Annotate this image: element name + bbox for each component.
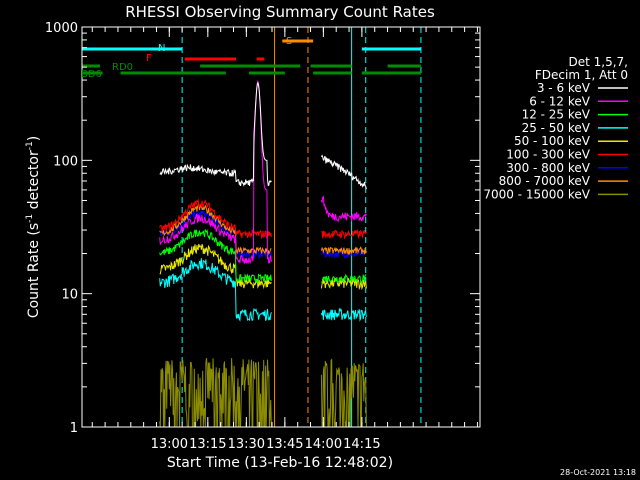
generation-timestamp: 28-Oct-2021 13:18	[560, 468, 636, 477]
x-tick-label-4: 14:00	[305, 437, 342, 452]
x-tick-label-0: 13:00	[151, 437, 188, 452]
x-tick-label-3: 13:45	[266, 437, 303, 452]
chart-title: RHESSI Observing Summary Count Rates	[125, 3, 435, 21]
y-tick-label-3: 1	[70, 421, 78, 436]
series-line-800-7000keV	[159, 203, 367, 256]
axis-tick-labels: 13:00 13:15 13:30 13:45 14:00 14:15 1000 100 10 1	[45, 21, 381, 452]
legend-label-0: 3 - 6 keV	[537, 81, 591, 95]
legend-label-6: 300 - 800 keV	[506, 161, 590, 175]
y-tick-label-2: 10	[61, 288, 78, 303]
y-axis-label: Count Rate (s-1 detector-1)	[25, 136, 42, 318]
x-axis-label: Start Time (13-Feb-16 12:48:02)	[167, 455, 393, 471]
x-tick-label-1: 13:15	[189, 437, 226, 452]
legend-label-8: 7000 - 15000 keV	[483, 187, 590, 201]
x-tick-label-5: 14:15	[343, 437, 380, 452]
legend-header-line-1: Det 1,5,7,	[569, 55, 629, 69]
flag-label-F: F	[146, 53, 152, 64]
legend-label-5: 100 - 300 keV	[506, 148, 590, 162]
legend-label-3: 25 - 50 keV	[522, 121, 591, 135]
legend-header-line-2: FDecim 1, Att 0	[535, 68, 628, 82]
flag-label-N: N	[158, 43, 165, 54]
y-tick-label-1: 100	[53, 154, 78, 169]
legend-label-2: 12 - 25 keV	[522, 108, 591, 122]
flag-label-S: S	[286, 36, 292, 47]
series-line-100-300keV	[159, 198, 367, 240]
series-line-50-100keV	[159, 243, 367, 291]
plot-frame	[81, 26, 481, 428]
legend-label-4: 50 - 100 keV	[514, 134, 591, 148]
flag-label-BD6: BD6	[81, 69, 102, 80]
series-line-3-6keV	[159, 81, 367, 190]
flag-label-RD0: RD0	[112, 62, 133, 73]
y-tick-label-0: 1000	[45, 21, 78, 36]
legend-label-7: 800 - 7000 keV	[499, 174, 591, 188]
x-tick-label-2: 13:30	[228, 437, 265, 452]
series-line-12-25keV	[159, 229, 367, 284]
legend-label-1: 6 - 12 keV	[529, 94, 591, 108]
series-line-25-50keV	[159, 258, 367, 322]
series-line-7000-15000keV	[159, 358, 367, 427]
axis-ticks	[82, 26, 480, 428]
series-line-6-12keV	[159, 79, 367, 265]
